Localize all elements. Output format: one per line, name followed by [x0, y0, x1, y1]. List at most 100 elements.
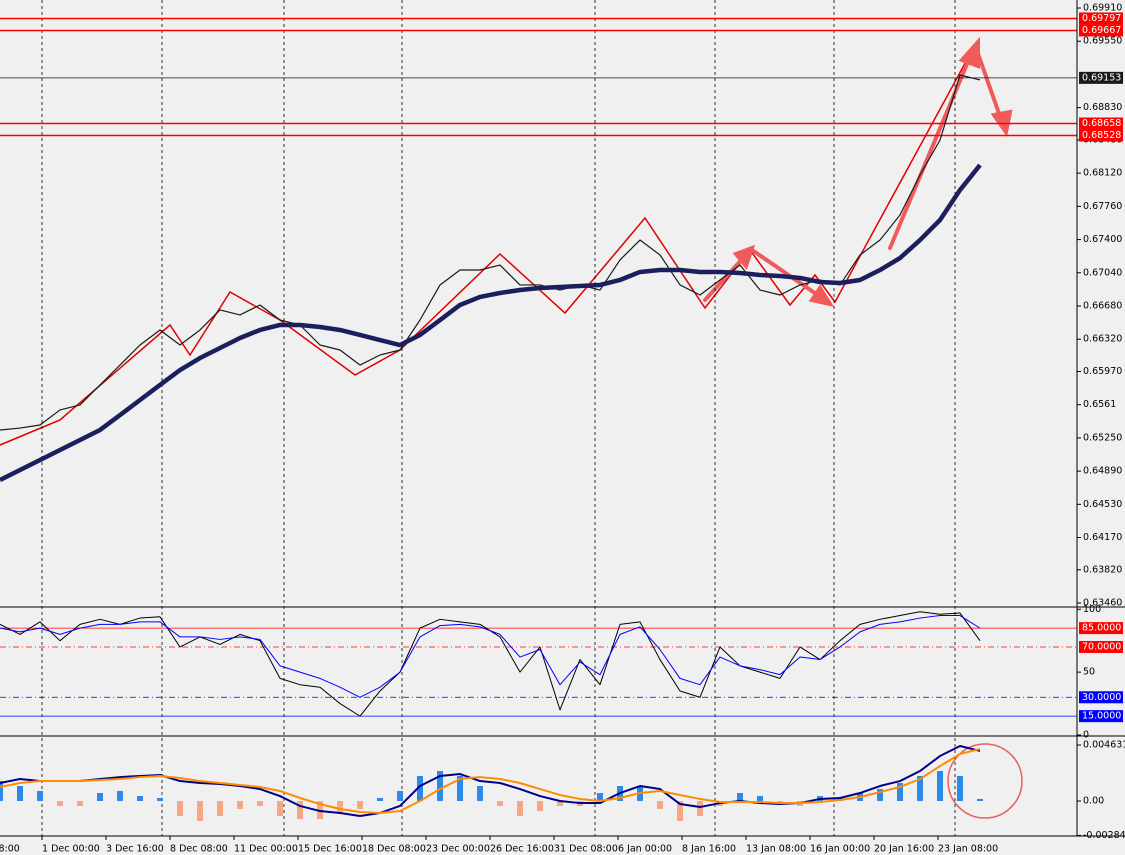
y-tick-label: 0.66680: [1083, 300, 1122, 311]
y-tick-label: 0.63460: [1083, 598, 1122, 609]
level-label-bg: [1079, 710, 1123, 723]
x-tick-label: 16 Jan 00:00: [810, 844, 870, 855]
y-tick-label: -0.0028456: [1083, 830, 1125, 841]
arrow: [974, 46, 1004, 124]
level-label-bg: [1079, 71, 1123, 84]
series-line: [0, 163, 982, 482]
y-tick-label: 0.64170: [1083, 532, 1122, 543]
histogram-bar: [57, 801, 63, 806]
level-label: 0.69667: [1082, 25, 1121, 36]
series-line: [0, 615, 981, 698]
histogram-bar: [657, 801, 663, 809]
y-tick-label: 0.68830: [1083, 102, 1122, 113]
y-tick-label: 50: [1083, 667, 1095, 678]
histogram-bar: [377, 797, 383, 802]
histogram-bar: [457, 775, 463, 802]
x-tick-label: 23 Dec 00:00: [426, 844, 490, 855]
x-tick-label: 31 Dec 08:00: [554, 844, 618, 855]
x-tick-label: 15 Dec 16:00: [298, 844, 362, 855]
histogram-bar: [137, 796, 143, 802]
histogram-bar: [37, 790, 43, 802]
histogram-bar: [977, 798, 983, 802]
y-tick-label: 0.64530: [1083, 499, 1122, 510]
histogram-bar: [437, 771, 443, 802]
x-tick-label: 8 Dec 08:00: [170, 844, 228, 855]
level-label: 0.68658: [1082, 118, 1121, 129]
y-tick-label: 0.63820: [1083, 564, 1122, 575]
histogram-bar: [237, 801, 243, 809]
histogram-bar: [737, 793, 743, 802]
histogram-bar: [537, 801, 543, 812]
level-label-bg: [1079, 24, 1123, 37]
arrow: [703, 254, 747, 302]
arrow: [750, 248, 824, 300]
x-tick-label: 3 Dec 16:00: [106, 844, 164, 855]
histogram-bar: [677, 801, 683, 821]
arrows: [703, 36, 1013, 307]
histogram-bar: [937, 771, 943, 802]
histogram-bar: [0, 781, 3, 802]
y-tick-label: 0.00: [1083, 796, 1104, 807]
histogram-bar: [197, 801, 203, 821]
y-tick-label: 0.68120: [1083, 168, 1122, 179]
y-tick-label: 0: [1083, 729, 1089, 740]
y-tick-label: 100: [1083, 604, 1101, 615]
histogram-bar: [257, 801, 263, 806]
histogram-bar: [337, 801, 343, 813]
highlight-circle: [947, 743, 1023, 819]
y-tick-label: 0.66320: [1083, 334, 1122, 345]
level-label-bg: [1079, 12, 1123, 25]
x-tick-label: 6 Jan 00:00: [618, 844, 672, 855]
histogram-bar: [477, 786, 483, 802]
level-label-bg: [1079, 622, 1123, 635]
histogram-bar: [97, 793, 103, 802]
histogram-bar: [597, 793, 603, 802]
histogram-bar: [397, 790, 403, 802]
x-tick-label: 11 Dec 00:00: [234, 844, 298, 855]
x-tick-label: 20 Jan 16:00: [874, 844, 934, 855]
x-tick-label: ov 08:00: [0, 844, 20, 855]
histogram-bar: [557, 801, 563, 806]
y-tick-label: 0.0046311: [1083, 740, 1125, 751]
histogram-bar: [517, 801, 523, 816]
level-label-bg: [1079, 129, 1123, 142]
histogram-bar: [497, 801, 503, 806]
histogram-bar: [917, 775, 923, 802]
y-tick-label: 0.69910: [1083, 3, 1122, 14]
histogram-bar: [757, 796, 763, 802]
arrow-head: [808, 284, 835, 307]
histogram-bar: [157, 797, 163, 802]
level-label: 0.69797: [1082, 13, 1121, 24]
histogram-bar: [417, 775, 423, 802]
level-label: 30.0000: [1082, 692, 1121, 703]
y-tick-label: 0.6561: [1083, 399, 1116, 410]
level-label: 0.69153: [1082, 72, 1121, 83]
arrow: [888, 50, 974, 250]
y-tick-label: 0.69550: [1083, 36, 1122, 47]
x-tick-label: 18 Dec 08:00: [362, 844, 426, 855]
level-label-bg: [1079, 691, 1123, 704]
x-tick-label: 13 Jan 08:00: [746, 844, 806, 855]
histogram-bar: [17, 786, 23, 802]
level-label: 70.0000: [1082, 641, 1121, 652]
y-tick-label: 0.67040: [1083, 267, 1122, 278]
histogram-bar: [77, 801, 83, 806]
level-label-bg: [1079, 640, 1123, 653]
annotations: [0, 36, 1023, 819]
zigzag: [0, 44, 976, 446]
histogram-bar: [877, 789, 883, 802]
y-tick-label: 0.65250: [1083, 432, 1122, 443]
histogram-bar: [697, 801, 703, 816]
histogram-bar: [357, 801, 363, 809]
x-tick-label: 26 Dec 16:00: [490, 844, 554, 855]
x-tick-label: 23 Jan 08:00: [938, 844, 998, 855]
level-label: 15.0000: [1082, 711, 1121, 722]
y-tick-label: 0.65970: [1083, 366, 1122, 377]
series-line: [0, 748, 981, 814]
histogram-bar: [177, 801, 183, 816]
level-label: 85.0000: [1082, 623, 1121, 634]
level-label: 0.68528: [1082, 130, 1121, 141]
